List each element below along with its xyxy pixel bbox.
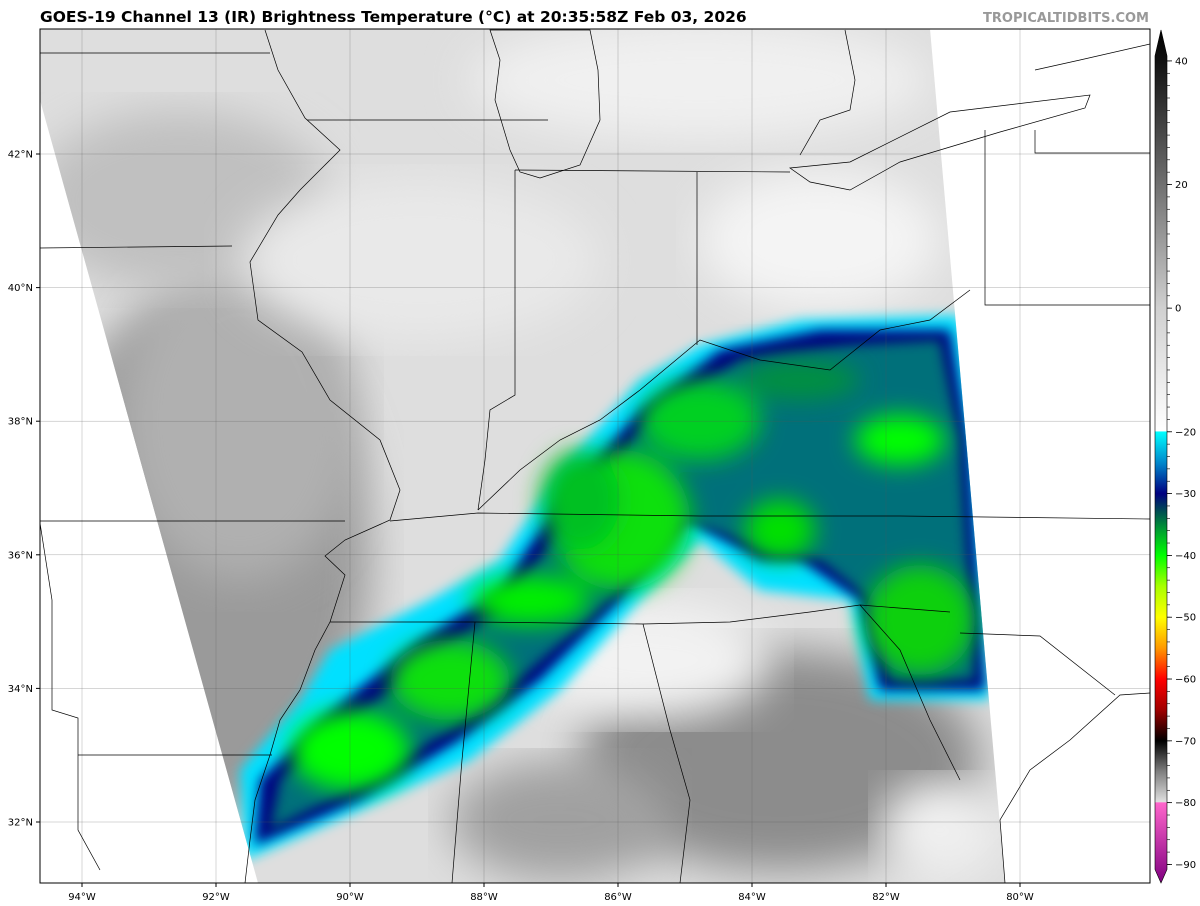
longitude-label: 86°W — [604, 892, 632, 903]
state-border — [859, 604, 961, 781]
state-border — [40, 245, 233, 249]
state-border — [642, 623, 691, 883]
colorbar-label: −70 — [1175, 736, 1196, 747]
state-border — [959, 632, 1116, 696]
mississippi-river — [244, 29, 401, 883]
longitude-label: 82°W — [872, 892, 900, 903]
state-border — [40, 522, 101, 871]
credit-watermark: TROPICALTIDBITS.COM — [983, 11, 1149, 26]
state-border — [984, 130, 1150, 306]
latitude-label: 38°N — [8, 417, 33, 428]
ohio-river — [477, 289, 971, 511]
colorbar-label: 40 — [1175, 56, 1188, 67]
lake-ontario-shore — [1034, 43, 1150, 71]
lake-huron-shore — [799, 29, 856, 156]
cloud-band — [240, 315, 990, 860]
colorbar-label: −20 — [1175, 427, 1196, 438]
colorbar: 40 20 0 −20 −30 −40 −50 −60 −70 −80 −90 — [1154, 29, 1196, 884]
state-border — [451, 621, 476, 883]
longitude-label: 92°W — [202, 892, 230, 903]
longitude-label: 84°W — [738, 892, 766, 903]
colorbar-label: −90 — [1175, 860, 1196, 871]
lake-michigan — [489, 29, 601, 179]
colorbar-label: −80 — [1175, 798, 1196, 809]
latitude-labels: 42°N 40°N 38°N 36°N 34°N 32°N — [8, 150, 40, 829]
state-border — [1034, 130, 1150, 154]
boundaries — [40, 29, 1150, 883]
state-border — [477, 170, 516, 511]
longitude-label: 88°W — [470, 892, 498, 903]
gridlines — [40, 29, 1150, 883]
map-title: GOES-19 Channel 13 (IR) Brightness Tempe… — [40, 8, 747, 26]
colorbar-label: −30 — [1175, 489, 1196, 500]
map-area — [40, 29, 1150, 883]
colorbar-label: −50 — [1175, 613, 1196, 624]
colorbar-label: 20 — [1175, 180, 1188, 191]
colorbar-label: 0 — [1175, 304, 1181, 315]
longitude-label: 94°W — [68, 892, 96, 903]
lake-erie — [789, 94, 1091, 191]
latitude-label: 32°N — [8, 818, 33, 829]
state-border — [514, 169, 791, 173]
latitude-label: 42°N — [8, 150, 33, 161]
coastline — [999, 692, 1150, 883]
colorbar-ticks: 40 20 0 −20 −30 −40 −50 −60 −70 −80 −90 — [1167, 56, 1196, 871]
state-border — [389, 512, 1150, 522]
latitude-label: 36°N — [8, 550, 33, 561]
latitude-label: 40°N — [8, 283, 33, 294]
longitude-label: 90°W — [336, 892, 364, 903]
colorbar-label: −60 — [1175, 675, 1196, 686]
colorbar-label: −40 — [1175, 551, 1196, 562]
latitude-label: 34°N — [8, 684, 33, 695]
longitude-labels: 94°W 92°W 90°W 88°W 86°W 84°W 82°W 80°W — [68, 883, 1034, 903]
map-frame — [39, 28, 1151, 884]
colorbar-scale — [1154, 29, 1168, 884]
longitude-label: 80°W — [1006, 892, 1034, 903]
